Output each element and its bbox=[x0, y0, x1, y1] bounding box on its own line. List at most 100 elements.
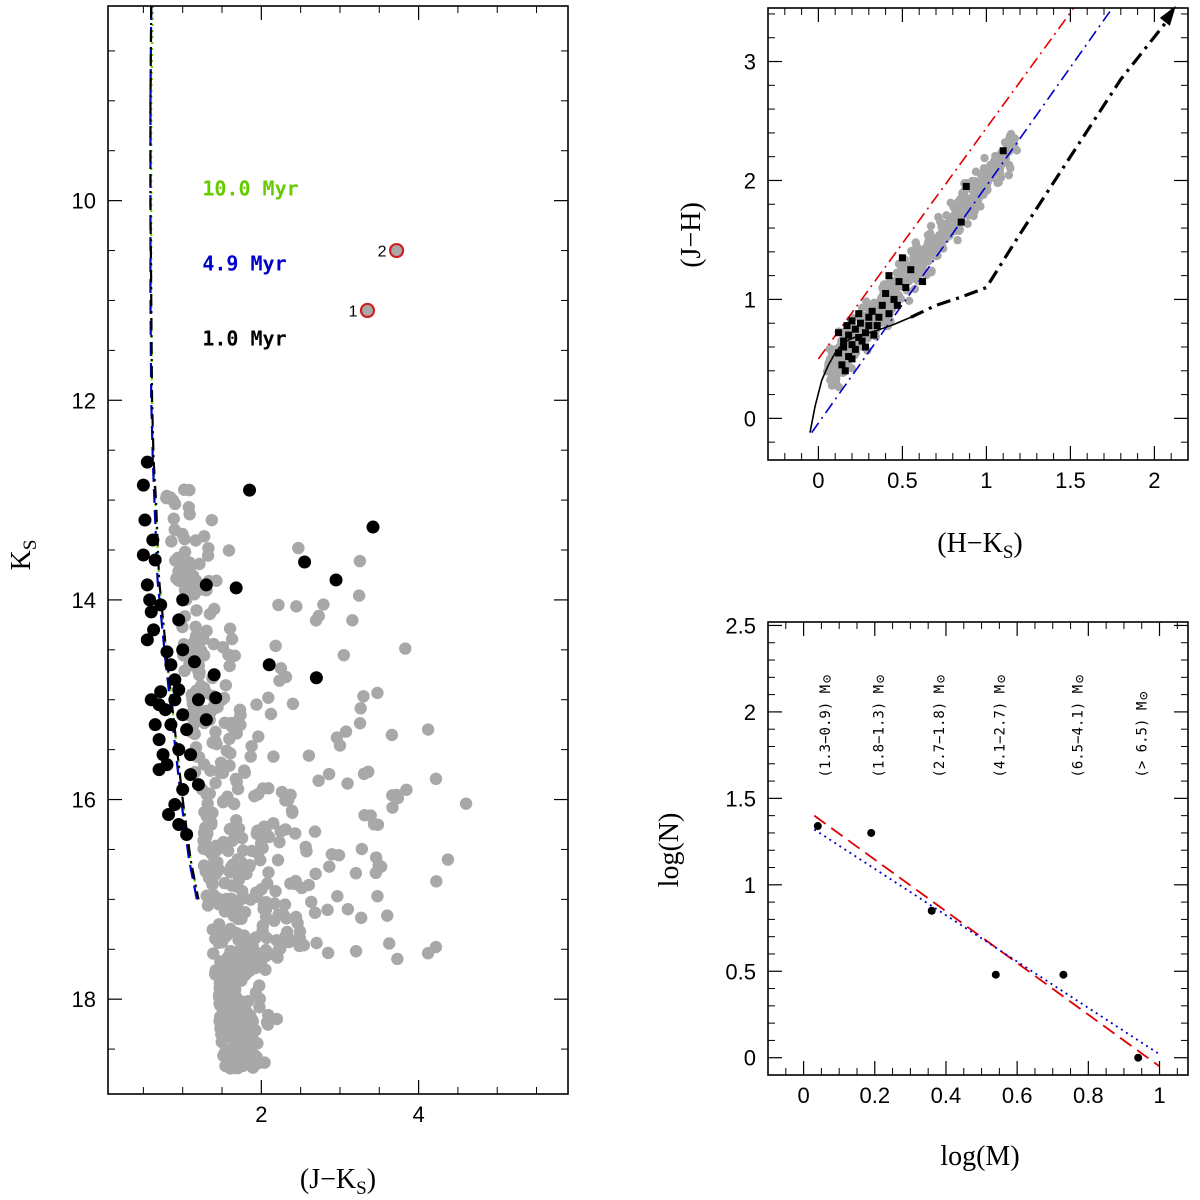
member-star-point bbox=[138, 513, 152, 527]
member-star-point bbox=[856, 319, 864, 327]
solar-mass-symbol bbox=[937, 675, 945, 683]
mass-function-point bbox=[1134, 1053, 1143, 1062]
cmd-y-tick-label: 10 bbox=[72, 189, 96, 214]
member-star-point bbox=[147, 623, 161, 637]
field-star-point bbox=[960, 192, 970, 201]
member-star-point bbox=[152, 763, 166, 777]
mass-function-point bbox=[927, 906, 936, 915]
cmd-y-tick-label: 12 bbox=[72, 388, 96, 413]
field-star-point bbox=[182, 501, 196, 514]
field-star-point bbox=[226, 953, 240, 966]
member-star-point bbox=[855, 333, 863, 341]
field-star-point bbox=[197, 649, 211, 662]
color-color-diagram: 0 0.5 1 1.5 2 0 1 2 3 (H−KS) (J−H) bbox=[676, 5, 1189, 563]
field-star-point bbox=[355, 842, 369, 856]
member-star-point bbox=[154, 598, 168, 612]
field-star-point bbox=[286, 697, 300, 711]
field-star-point bbox=[267, 750, 280, 763]
field-star-point bbox=[264, 707, 278, 721]
field-star-point bbox=[309, 867, 322, 881]
member-star-point bbox=[861, 329, 869, 337]
field-star-point bbox=[459, 797, 473, 810]
member-star-point bbox=[835, 349, 843, 357]
field-star-point bbox=[920, 244, 929, 253]
member-star-point bbox=[176, 643, 190, 657]
cmd-y-axis-label: KS bbox=[6, 540, 41, 571]
mass-function-point bbox=[991, 970, 1000, 979]
solar-mass-symbol-dot bbox=[826, 677, 828, 680]
field-star-point bbox=[200, 889, 213, 902]
fit-line bbox=[813, 828, 1161, 1056]
field-star-point bbox=[954, 197, 963, 206]
field-star-point bbox=[349, 944, 363, 958]
field-star-point bbox=[205, 513, 219, 527]
field-stars bbox=[160, 483, 473, 1075]
field-star-point bbox=[235, 892, 248, 906]
field-star-point bbox=[220, 892, 233, 906]
field-star-point bbox=[223, 622, 237, 635]
member-star-point bbox=[841, 367, 849, 375]
member-star-point bbox=[176, 593, 190, 607]
field-star-point bbox=[305, 895, 318, 909]
field-star-point bbox=[187, 643, 201, 656]
field-star-point bbox=[208, 734, 222, 747]
member-star-point bbox=[957, 218, 965, 226]
field-star-point bbox=[421, 946, 435, 960]
member-star-point bbox=[168, 798, 182, 812]
field-star-point bbox=[262, 782, 275, 795]
yso-point bbox=[388, 242, 405, 259]
field-star-point bbox=[341, 777, 354, 790]
field-star-point bbox=[220, 744, 233, 758]
arrow-head bbox=[1159, 5, 1176, 26]
field-star-point bbox=[201, 797, 214, 810]
member-star-point bbox=[845, 331, 853, 339]
field-star-point bbox=[216, 795, 230, 809]
member-star-point bbox=[885, 310, 893, 318]
ccd-y-tick-label: 0 bbox=[744, 406, 756, 431]
isochrone-line bbox=[149, 5, 200, 900]
field-star-point bbox=[339, 725, 353, 738]
ccd-x-tick-label: 2 bbox=[1148, 468, 1160, 493]
field-star-point bbox=[978, 189, 988, 199]
field-star-point bbox=[385, 728, 399, 742]
field-star-point bbox=[183, 483, 196, 497]
field-star-point bbox=[167, 512, 180, 525]
field-star-point bbox=[223, 822, 237, 836]
member-star-point bbox=[366, 520, 380, 534]
field-star-point bbox=[386, 789, 399, 802]
field-star-point bbox=[274, 825, 287, 838]
field-star-point bbox=[996, 173, 1006, 182]
mf-x-axis-label: log(M) bbox=[940, 1141, 1019, 1172]
field-star-point bbox=[234, 718, 247, 732]
field-star-point bbox=[292, 541, 305, 555]
member-star-point bbox=[168, 673, 182, 687]
member-star-point bbox=[199, 578, 213, 592]
field-star-point bbox=[227, 1047, 240, 1060]
ctts-locus-line bbox=[910, 18, 1170, 319]
member-star-point bbox=[140, 455, 154, 469]
field-star-point bbox=[310, 936, 323, 950]
field-star-point bbox=[197, 842, 210, 855]
solar-mass-symbol-dot bbox=[1142, 694, 1145, 697]
cmd-y-tick-label: 16 bbox=[72, 788, 96, 813]
member-star-point bbox=[999, 147, 1007, 155]
member-star-point bbox=[875, 313, 883, 321]
member-stars bbox=[835, 147, 1007, 375]
field-star-point bbox=[210, 843, 224, 857]
field-star-point bbox=[178, 583, 192, 596]
field-star-point bbox=[172, 556, 186, 569]
field-star-point bbox=[192, 668, 206, 682]
field-star-point bbox=[926, 229, 935, 238]
member-star-point bbox=[172, 683, 186, 697]
field-star-point bbox=[354, 702, 367, 715]
field-star-point bbox=[1006, 135, 1016, 144]
field-star-point bbox=[242, 995, 255, 1008]
field-star-point bbox=[286, 806, 299, 820]
field-star-point bbox=[371, 818, 385, 831]
field-star-point bbox=[333, 739, 347, 752]
member-star-point bbox=[873, 322, 881, 330]
member-star-point bbox=[840, 337, 848, 345]
mass-function-points bbox=[813, 822, 1143, 1062]
member-star-point bbox=[861, 343, 869, 351]
field-star-point bbox=[284, 933, 297, 947]
